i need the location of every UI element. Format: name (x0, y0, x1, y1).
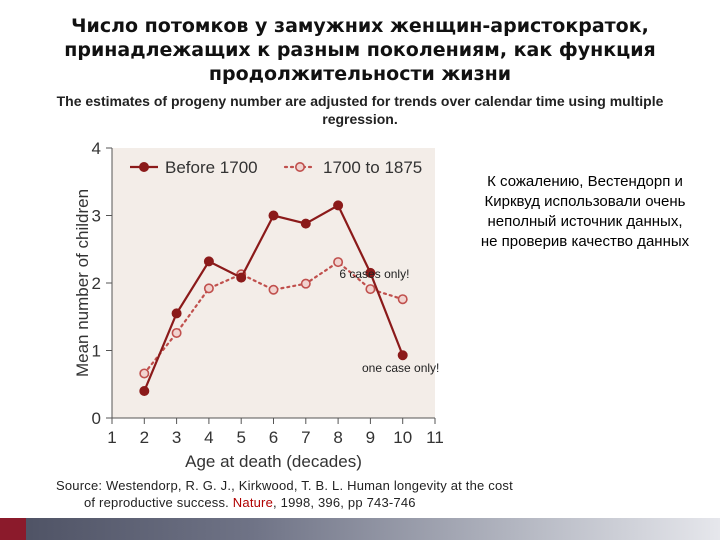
series-1-point (139, 385, 150, 396)
series-2-point (139, 368, 150, 379)
series-1-point (365, 267, 376, 278)
y-tick-label: 2 (92, 274, 101, 293)
source-line-2-start: of reproductive success. (84, 495, 233, 510)
legend-label-1: Before 1700 (165, 158, 258, 177)
legend-marker-1 (139, 162, 150, 173)
x-axis-label: Age at death (decades) (185, 452, 362, 471)
source-line-2-end: , 1998, 396, pp 743-746 (273, 495, 416, 510)
slide-subtitle: The estimates of progeny number are adju… (56, 93, 664, 127)
x-tick-label: 2 (140, 428, 149, 447)
legend-label-2: 1700 to 1875 (323, 158, 422, 177)
x-tick-label: 1 (107, 428, 116, 447)
series-2-point (171, 327, 182, 338)
series-2-point (397, 294, 408, 305)
y-axis-label: Mean number of children (73, 189, 92, 377)
y-tick-label: 0 (92, 409, 101, 428)
footer-accent (0, 518, 26, 540)
series-line-2 (143, 260, 404, 375)
series-2-point (333, 257, 344, 268)
chart-series (139, 200, 408, 396)
source-line-2: of reproductive success. Nature, 1998, 3… (56, 494, 696, 511)
series-1-point (171, 308, 182, 319)
series-1-point (203, 256, 214, 267)
series-1-point (268, 210, 279, 221)
x-tick-label: 3 (172, 428, 181, 447)
source-line-1: Source: Westendorp, R. G. J., Kirkwood, … (56, 478, 513, 493)
legend-marker-2 (294, 162, 305, 173)
series-2-point (268, 284, 279, 295)
y-tick-label: 4 (92, 139, 101, 158)
series-1-point (397, 350, 408, 361)
slide-title: Число потомков у замужних женщин-аристок… (64, 15, 656, 85)
footer-bar (0, 518, 720, 540)
y-tick-label: 1 (92, 342, 101, 361)
chart-annotations: 6 cases only! one case only! (339, 267, 439, 375)
series-2-point (203, 283, 214, 294)
x-tick-label: 8 (333, 428, 342, 447)
side-note: К сожалению, Вестендорп и Кирквуд исполь… (480, 173, 690, 250)
series-1-point (333, 200, 344, 211)
y-tick-label: 3 (92, 207, 101, 226)
source-journal: Nature (232, 495, 274, 510)
series-1-point (236, 272, 247, 283)
x-tick-label: 7 (301, 428, 310, 447)
x-tick-label: 4 (204, 428, 213, 447)
x-tick-label: 9 (366, 428, 375, 447)
x-tick-label: 6 (269, 428, 278, 447)
series-1-point (300, 218, 311, 229)
series-2-point (365, 284, 376, 295)
series-2-point (300, 278, 311, 289)
plot-background (112, 148, 435, 418)
source-citation: Source: Westendorp, R. G. J., Kirkwood, … (56, 477, 696, 511)
x-tick-label: 11 (426, 428, 444, 447)
annotation-one-case: one case only! (362, 361, 439, 375)
x-tick-label: 5 (236, 428, 245, 447)
annotation-six-cases: 6 cases only! (339, 267, 409, 281)
x-tick-label: 10 (393, 428, 412, 447)
chart-legend: Before 1700 1700 to 1875 (130, 158, 422, 177)
